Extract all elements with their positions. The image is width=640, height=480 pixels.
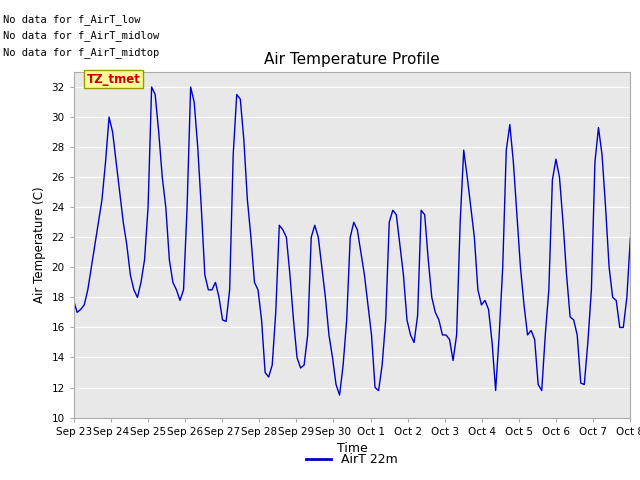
X-axis label: Time: Time: [337, 442, 367, 455]
Text: TZ_tmet: TZ_tmet: [86, 72, 140, 85]
Text: No data for f_AirT_midtop: No data for f_AirT_midtop: [3, 47, 159, 58]
Title: Air Temperature Profile: Air Temperature Profile: [264, 52, 440, 67]
Legend: AirT 22m: AirT 22m: [301, 448, 403, 471]
Text: No data for f_AirT_midlow: No data for f_AirT_midlow: [3, 30, 159, 41]
Text: No data for f_AirT_low: No data for f_AirT_low: [3, 13, 141, 24]
Y-axis label: Air Temperature (C): Air Temperature (C): [33, 187, 46, 303]
